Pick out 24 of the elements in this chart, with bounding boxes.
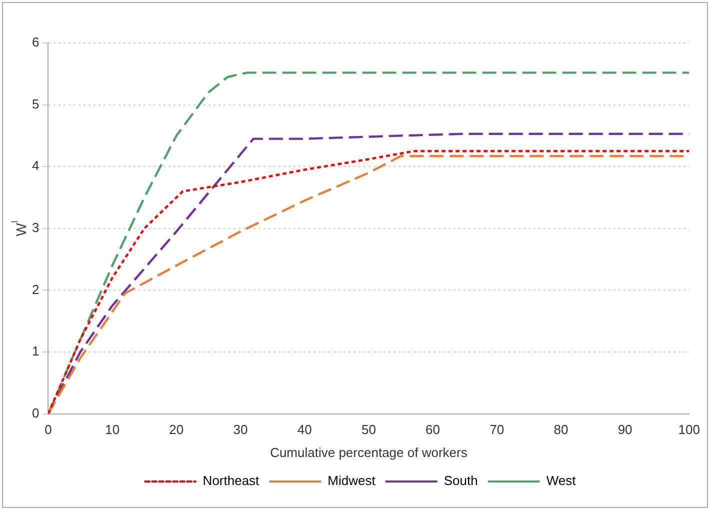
y-tick-label: 5 <box>32 96 40 112</box>
x-tick-label: 100 <box>678 422 700 438</box>
x-tick-label: 10 <box>105 422 120 438</box>
y-tick-label: 0 <box>32 405 40 420</box>
legend-label: West <box>546 473 576 488</box>
x-tick-label: 20 <box>169 422 184 438</box>
x-tick-label: 70 <box>490 422 504 438</box>
x-tick-label: 0 <box>44 422 52 438</box>
y-tick-label: 3 <box>32 220 40 235</box>
x-tick-label: 40 <box>297 422 312 438</box>
legend-label: Midwest <box>328 473 376 488</box>
x-tick-label: 90 <box>618 422 632 438</box>
y-tick-label: 2 <box>32 282 40 297</box>
y-tick-label: 1 <box>32 344 40 359</box>
x-tick-label: 60 <box>426 422 440 438</box>
x-tick-label: 50 <box>361 422 376 438</box>
legend-label: South <box>444 473 478 488</box>
x-axis-title: Cumulative percentage of workers <box>270 444 468 460</box>
legend-label: Northeast <box>202 473 260 488</box>
y-tick-label: 6 <box>32 34 40 50</box>
y-tick-label: 4 <box>32 158 40 174</box>
y-axis-title: WI <box>9 220 29 236</box>
x-tick-label: 80 <box>554 422 568 438</box>
x-tick-label: 30 <box>233 422 248 438</box>
